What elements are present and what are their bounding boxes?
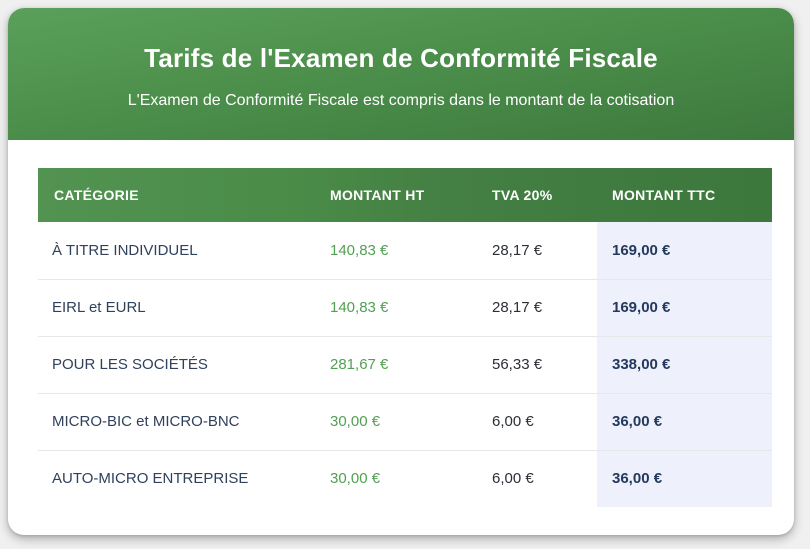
tva-cell: 28,17 € [450,222,597,280]
card-header: Tarifs de l'Examen de Conformité Fiscale… [8,8,794,140]
montant-ht-cell: 30,00 € [300,393,450,451]
table-row: À TITRE INDIVIDUEL 140,83 € 28,17 € 169,… [38,222,772,280]
column-header-montant-ht: MONTANT HT [300,168,450,222]
tva-cell: 28,17 € [450,279,597,337]
table-row: MICRO-BIC et MICRO-BNC 30,00 € 6,00 € 36… [38,393,772,451]
category-cell: AUTO-MICRO ENTREPRISE [38,450,300,507]
table-header-row: CATÉGORIE MONTANT HT TVA 20% MONTANT TTC [38,168,772,222]
montant-ht-cell: 140,83 € [300,222,450,280]
column-header-montant-ttc: MONTANT TTC [597,168,772,222]
category-cell: EIRL et EURL [38,279,300,337]
category-cell: POUR LES SOCIÉTÉS [38,336,300,394]
montant-ttc-cell: 36,00 € [597,450,772,507]
pricing-table-container: CATÉGORIE MONTANT HT TVA 20% MONTANT TTC… [38,168,772,507]
tva-cell: 6,00 € [450,450,597,507]
category-cell: MICRO-BIC et MICRO-BNC [38,393,300,451]
table-row: AUTO-MICRO ENTREPRISE 30,00 € 6,00 € 36,… [38,450,772,507]
table-row: POUR LES SOCIÉTÉS 281,67 € 56,33 € 338,0… [38,336,772,394]
table-row: EIRL et EURL 140,83 € 28,17 € 169,00 € [38,279,772,337]
pricing-table: CATÉGORIE MONTANT HT TVA 20% MONTANT TTC… [38,168,772,507]
montant-ttc-cell: 36,00 € [597,393,772,451]
montant-ttc-cell: 338,00 € [597,336,772,394]
pricing-card: Tarifs de l'Examen de Conformité Fiscale… [8,8,794,535]
montant-ttc-cell: 169,00 € [597,222,772,280]
column-header-tva: TVA 20% [450,168,597,222]
tva-cell: 6,00 € [450,393,597,451]
montant-ht-cell: 281,67 € [300,336,450,394]
montant-ttc-cell: 169,00 € [597,279,772,337]
montant-ht-cell: 30,00 € [300,450,450,507]
category-cell: À TITRE INDIVIDUEL [38,222,300,280]
tva-cell: 56,33 € [450,336,597,394]
page-subtitle: L'Examen de Conformité Fiscale est compr… [127,92,675,109]
column-header-categorie: CATÉGORIE [38,168,300,222]
page-title: Tarifs de l'Examen de Conformité Fiscale [144,43,658,73]
montant-ht-cell: 140,83 € [300,279,450,337]
